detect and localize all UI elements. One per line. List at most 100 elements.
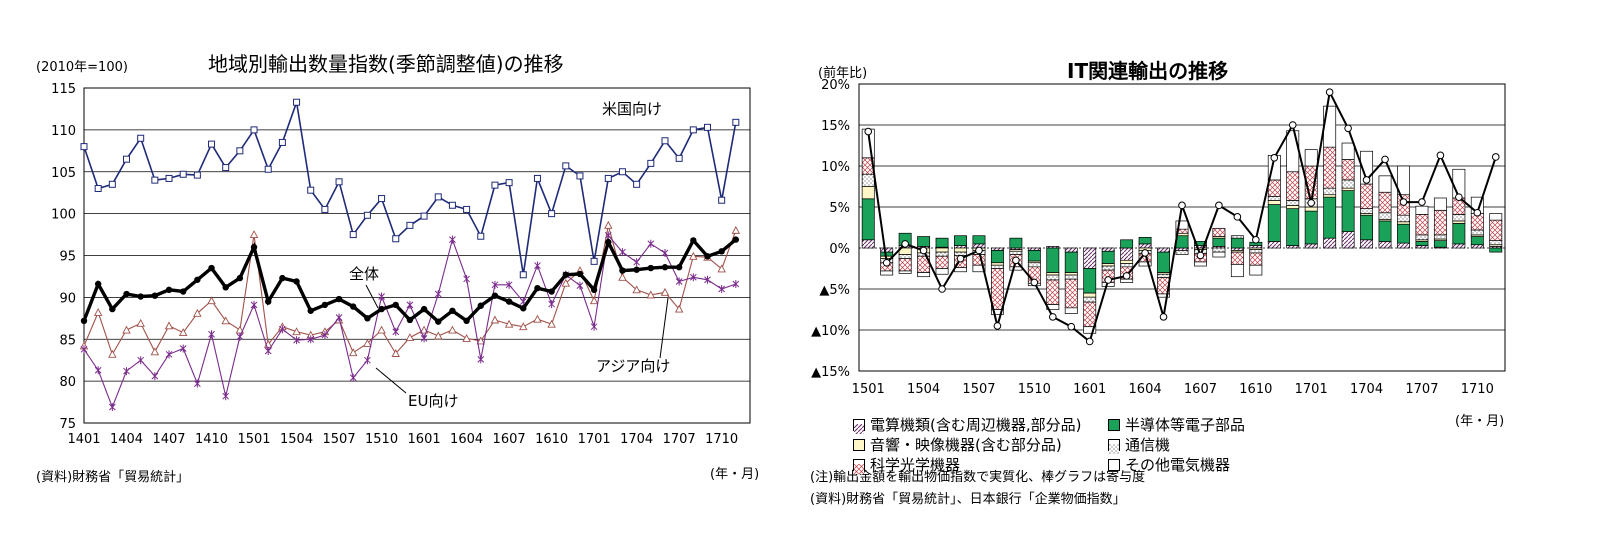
right-bar-segment-optical: [1415, 214, 1429, 236]
left-point-all: [392, 301, 399, 309]
right-bar-segment-optical: [972, 254, 986, 266]
right-bar-segment-telecom: [1230, 235, 1244, 239]
legend-item-semis: 半導体等電子部品: [1108, 414, 1245, 435]
left-point-eu: [108, 403, 116, 412]
right-x-tick-label: 1607: [1184, 382, 1217, 397]
left-point-eu: [165, 350, 173, 359]
left-chart-title: 地域別輸出数量指数(季節調整値)の推移: [208, 52, 564, 76]
left-point-all: [562, 271, 569, 278]
left-point-all: [109, 305, 116, 313]
right-bar-segment-other: [1286, 130, 1300, 173]
right-bar-segment-semis: [1101, 250, 1115, 264]
left-point-us: [590, 257, 598, 265]
annotation-all: 全体: [349, 265, 380, 283]
right-bar-segment-computers: [861, 239, 875, 249]
right-bar-segment-semis: [1360, 214, 1374, 241]
left-source: (資料)財務省「貿易統計」: [36, 470, 190, 485]
left-point-eu: [194, 379, 201, 388]
right-bar-segment-other: [1138, 261, 1152, 267]
left-point-asia: [377, 325, 386, 334]
left-x-unit: (年・月): [710, 467, 760, 482]
right-total-point: [1215, 201, 1223, 210]
left-point-all: [94, 280, 102, 288]
right-total-point: [1141, 249, 1149, 257]
left-x-tick-label: 1501: [237, 432, 270, 447]
left-point-all: [293, 278, 300, 285]
left-point-eu: [420, 334, 428, 343]
right-bar-segment-computers: [1157, 247, 1170, 253]
left-point-eu: [491, 280, 499, 289]
legend-swatch-av: [853, 438, 865, 451]
right-total-point: [1196, 251, 1205, 260]
left-point-asia: [391, 349, 400, 357]
left-point-asia: [504, 319, 514, 328]
right-x-tick-label: 1504: [907, 382, 940, 397]
left-point-us: [193, 171, 201, 179]
left-point-eu: [675, 277, 683, 286]
legend-label-other: その他電気機器: [1125, 456, 1231, 474]
right-bar-segment-av: [1286, 205, 1300, 209]
right-total-point: [993, 322, 1002, 330]
right-bar-segment-optical: [1249, 252, 1263, 266]
right-bar-segment-av: [990, 262, 1004, 266]
legend-label-computers: 電算機類(含む周辺機器,部分品): [870, 416, 1082, 434]
left-point-eu: [434, 290, 442, 299]
left-point-asia: [448, 325, 457, 334]
right-bar-segment-telecom: [1064, 274, 1078, 280]
left-x-tick-label: 1510: [365, 432, 398, 447]
left-point-eu: [689, 273, 697, 282]
right-bar-segment-telecom: [1046, 274, 1060, 281]
right-bar-segment-semis: [1212, 237, 1226, 247]
right-bar-segment-av: [935, 247, 949, 253]
right-bar-segment-other: [972, 264, 986, 273]
right-total-point: [1325, 88, 1334, 96]
left-point-us: [108, 180, 116, 188]
left-point-eu: [364, 356, 371, 365]
right-bar-segment-optical: [1433, 209, 1447, 236]
right-total-point: [919, 246, 928, 255]
right-bar-segment-computers: [954, 245, 967, 249]
right-bar-segment-optical: [1489, 219, 1503, 241]
left-point-eu: [704, 275, 711, 284]
left-point-eu: [463, 274, 470, 283]
left-point-asia: [731, 225, 741, 234]
left-point-all: [548, 288, 555, 295]
right-bar-segment-semis: [1323, 196, 1337, 239]
right-bar-segment-telecom: [1267, 195, 1281, 201]
right-bar-segment-computers: [1249, 245, 1263, 249]
left-point-us: [562, 162, 570, 170]
left-point-us: [718, 196, 726, 204]
right-total-point: [1030, 278, 1039, 287]
left-point-all: [265, 298, 272, 305]
left-point-all: [477, 302, 484, 309]
right-bar-segment-semis: [1138, 236, 1152, 245]
right-x-tick-label: 1710: [1461, 382, 1494, 397]
right-bar-segment-av: [1397, 221, 1410, 225]
right-bar-segment-semis: [1175, 235, 1189, 249]
left-point-asia: [646, 290, 656, 299]
right-bar-segment-optical: [1378, 191, 1392, 214]
left-point-all: [449, 307, 456, 314]
right-bar-segment-computers: [1360, 239, 1374, 249]
right-bar-segment-other: [954, 267, 967, 273]
right-bar-segment-computers: [1230, 247, 1244, 251]
right-total-point: [1418, 198, 1426, 206]
left-point-all: [307, 307, 314, 314]
right-bar-segment-semis: [972, 235, 986, 245]
right-bar-segment-other: [917, 272, 931, 278]
left-y-tick-label: 110: [51, 124, 76, 139]
right-x-tick-label: 1701: [1295, 382, 1328, 397]
left-point-asia: [221, 316, 230, 325]
left-point-us: [123, 155, 131, 163]
right-bar-segment-other: [1175, 220, 1189, 230]
annotation-arrow-all: [365, 284, 379, 309]
right-bar-segment-computers: [1323, 237, 1337, 249]
right-note: (注)輸出金額を輸出物価指数で実質化、棒グラフは寄与度: [810, 470, 1146, 485]
legend-label-telecom: 通信機: [1125, 436, 1171, 454]
right-bar-segment-semis: [1378, 220, 1392, 242]
right-bar-segment-optical: [1323, 146, 1337, 189]
right-bar-segment-semis: [1064, 251, 1078, 273]
left-point-us: [349, 231, 357, 239]
left-point-all: [534, 284, 541, 292]
right-bar-segment-other: [1009, 266, 1023, 271]
